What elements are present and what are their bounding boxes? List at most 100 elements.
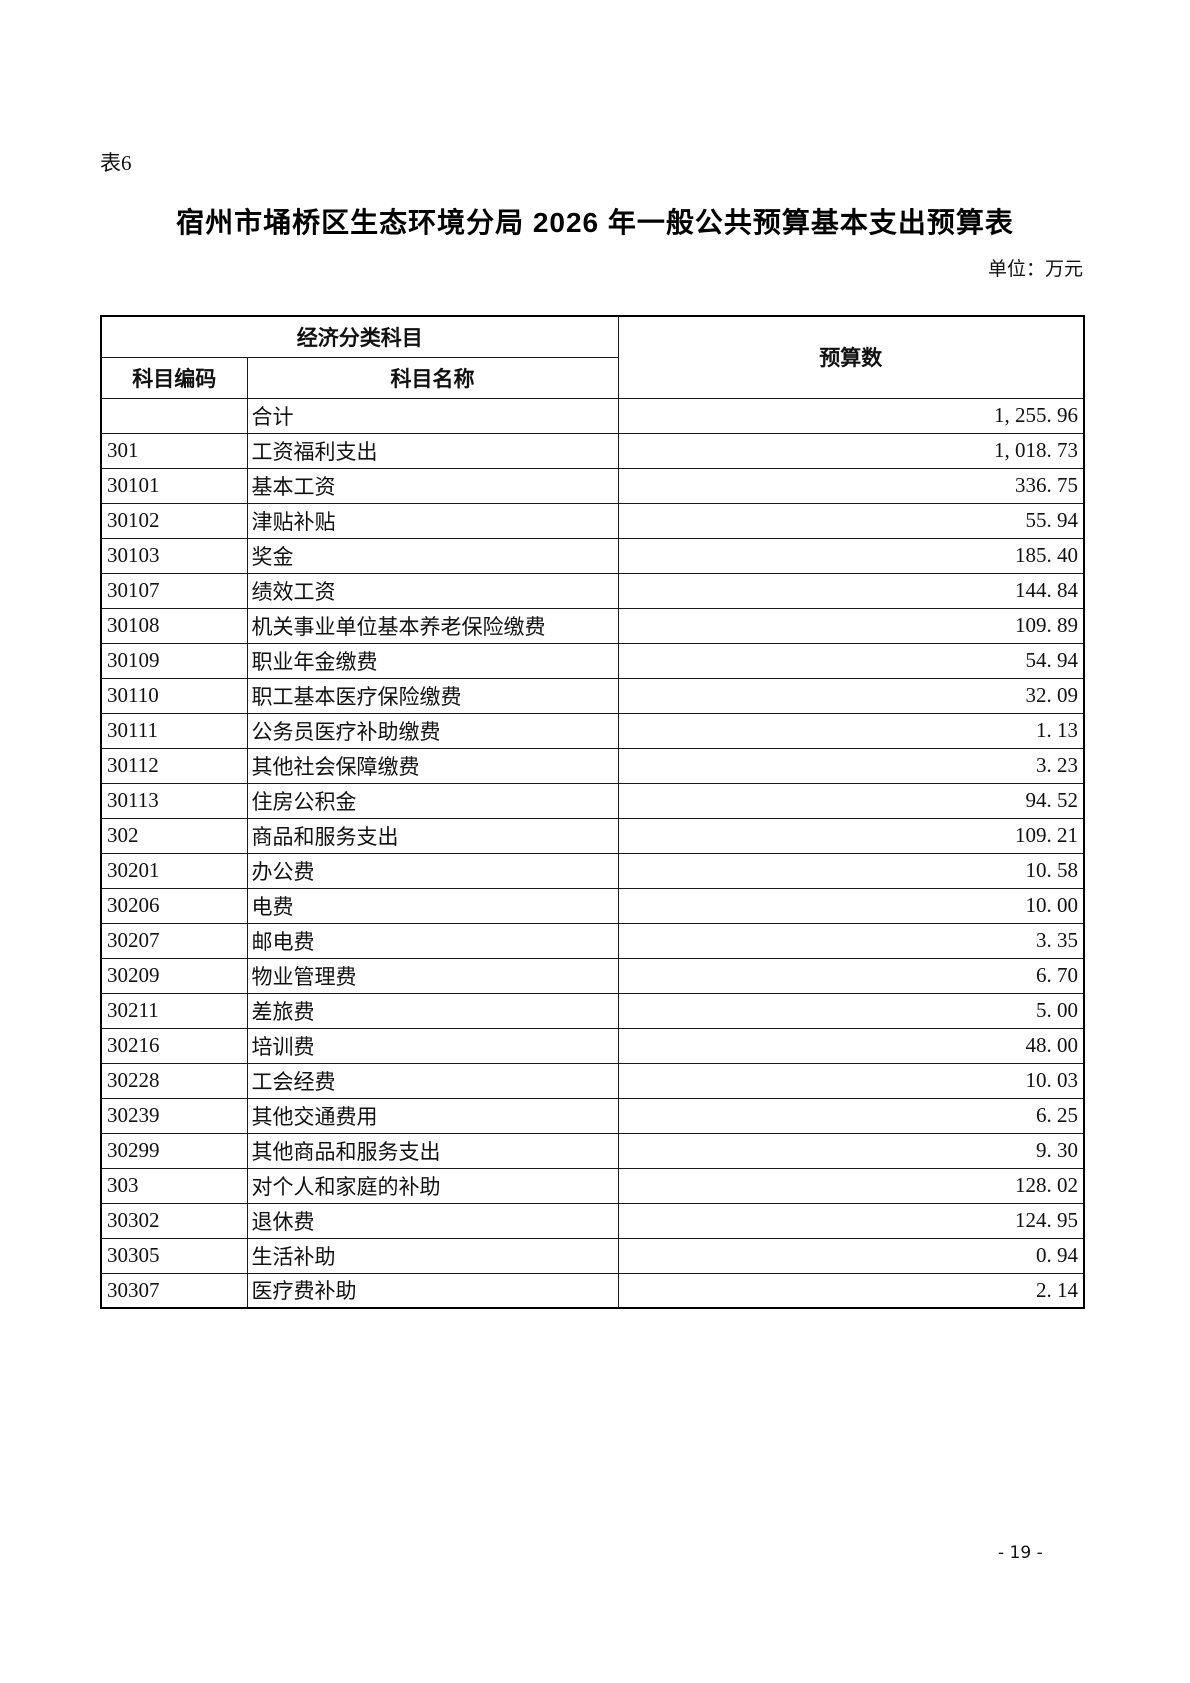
cell-budget-value: 6. 70	[617, 957, 1085, 994]
cell-budget-value: 5. 00	[617, 992, 1085, 1029]
cell-subject-name: 对个人和家庭的补助	[246, 1167, 619, 1204]
cell-subject-name: 办公费	[246, 852, 619, 889]
table-row: 301 工资福利支出 1, 018. 73	[100, 432, 1085, 469]
cell-budget-value: 10. 00	[617, 887, 1085, 924]
cell-budget-value: 1. 13	[617, 712, 1085, 749]
table-row: 30305 生活补助 0. 94	[100, 1237, 1085, 1274]
unit-note: 单位：万元	[987, 259, 1083, 280]
cell-budget-value: 9. 30	[617, 1132, 1085, 1169]
cell-subject-name: 医疗费补助	[246, 1272, 619, 1309]
table-row: 30216 培训费 48. 00	[100, 1027, 1085, 1064]
table-row: 30103 奖金 185. 40	[100, 537, 1085, 574]
cell-subject-code: 30209	[100, 957, 248, 994]
cell-subject-code: 30111	[100, 712, 248, 749]
cell-subject-code: 30299	[100, 1132, 248, 1169]
table-row: 30107 绩效工资 144. 84	[100, 572, 1085, 609]
cell-subject-code: 30108	[100, 607, 248, 644]
cell-budget-value: 32. 09	[617, 677, 1085, 714]
cell-subject-code: 30206	[100, 887, 248, 924]
cell-budget-value: 54. 94	[617, 642, 1085, 679]
cell-budget-value: 10. 58	[617, 852, 1085, 889]
header-budget-amount: 预算数	[617, 315, 1085, 399]
table-row: 30112 其他社会保障缴费 3. 23	[100, 747, 1085, 784]
cell-subject-code: 30228	[100, 1062, 248, 1099]
cell-subject-code: 30307	[100, 1272, 248, 1309]
cell-subject-name: 生活补助	[246, 1237, 619, 1274]
cell-subject-name: 工会经费	[246, 1062, 619, 1099]
table-row: 30207 邮电费 3. 35	[100, 922, 1085, 959]
header-subject-code: 科目编码	[100, 356, 248, 399]
cell-subject-code: 30109	[100, 642, 248, 679]
cell-subject-name: 基本工资	[246, 467, 619, 504]
cell-subject-name: 退休费	[246, 1202, 619, 1239]
cell-subject-code: 30113	[100, 782, 248, 819]
header-subject-name: 科目名称	[246, 356, 619, 399]
table-row: 30209 物业管理费 6. 70	[100, 957, 1085, 994]
table-row: 30228 工会经费 10. 03	[100, 1062, 1085, 1099]
table-row: 30206 电费 10. 00	[100, 887, 1085, 924]
cell-subject-name: 差旅费	[246, 992, 619, 1029]
cell-budget-value: 55. 94	[617, 502, 1085, 539]
cell-budget-value: 128. 02	[617, 1167, 1085, 1204]
table-row: 30109 职业年金缴费 54. 94	[100, 642, 1085, 679]
cell-subject-name: 邮电费	[246, 922, 619, 959]
cell-subject-name: 职业年金缴费	[246, 642, 619, 679]
cell-subject-code: 30207	[100, 922, 248, 959]
cell-subject-name: 奖金	[246, 537, 619, 574]
table-row: 30302 退休费 124. 95	[100, 1202, 1085, 1239]
cell-budget-value: 6. 25	[617, 1097, 1085, 1134]
cell-subject-code: 30101	[100, 467, 248, 504]
cell-subject-code: 30110	[100, 677, 248, 714]
table-row: 30211 差旅费 5. 00	[100, 992, 1085, 1029]
table-row: 302 商品和服务支出 109. 21	[100, 817, 1085, 854]
budget-table: 经济分类科目 预算数 科目编码 科目名称 合计 1, 255. 96 301 工…	[100, 315, 1085, 1309]
cell-subject-name: 培训费	[246, 1027, 619, 1064]
table-row: 30201 办公费 10. 58	[100, 852, 1085, 889]
cell-subject-name: 其他商品和服务支出	[246, 1132, 619, 1169]
cell-subject-code: 30102	[100, 502, 248, 539]
cell-budget-value: 94. 52	[617, 782, 1085, 819]
cell-subject-code: 30302	[100, 1202, 248, 1239]
table-row: 30101 基本工资 336. 75	[100, 467, 1085, 504]
cell-budget-value: 2. 14	[617, 1272, 1085, 1309]
cell-budget-value: 109. 21	[617, 817, 1085, 854]
cell-budget-value: 185. 40	[617, 537, 1085, 574]
cell-budget-value: 1, 018. 73	[617, 432, 1085, 469]
cell-budget-value: 124. 95	[617, 1202, 1085, 1239]
cell-subject-code: 30211	[100, 992, 248, 1029]
cell-budget-value: 144. 84	[617, 572, 1085, 609]
cell-subject-name: 其他交通费用	[246, 1097, 619, 1134]
cell-subject-name: 津贴补贴	[246, 502, 619, 539]
cell-budget-value: 3. 23	[617, 747, 1085, 784]
table-row: 30239 其他交通费用 6. 25	[100, 1097, 1085, 1134]
cell-budget-value: 48. 00	[617, 1027, 1085, 1064]
header-economic-classification: 经济分类科目	[100, 315, 619, 358]
cell-subject-name: 工资福利支出	[246, 432, 619, 469]
cell-budget-value: 3. 35	[617, 922, 1085, 959]
table-label: 表6	[100, 151, 132, 175]
table-row: 30307 医疗费补助 2. 14	[100, 1272, 1085, 1309]
cell-budget-value: 336. 75	[617, 467, 1085, 504]
table-row: 30110 职工基本医疗保险缴费 32. 09	[100, 677, 1085, 714]
cell-subject-code: 30239	[100, 1097, 248, 1134]
cell-subject-code: 30107	[100, 572, 248, 609]
cell-subject-name: 商品和服务支出	[246, 817, 619, 854]
cell-subject-code: 30216	[100, 1027, 248, 1064]
table-body: 合计 1, 255. 96 301 工资福利支出 1, 018. 73 3010…	[100, 397, 1085, 1309]
cell-subject-code: 30201	[100, 852, 248, 889]
table-header: 经济分类科目 预算数 科目编码 科目名称	[100, 315, 1085, 399]
cell-subject-name: 绩效工资	[246, 572, 619, 609]
table-row: 30111 公务员医疗补助缴费 1. 13	[100, 712, 1085, 749]
cell-subject-code: 301	[100, 432, 248, 469]
header-row-columns: 科目编码 科目名称	[100, 356, 1084, 399]
page-title: 宿州市埇桥区生态环境分局 2026 年一般公共预算基本支出预算表	[176, 207, 1014, 238]
cell-budget-value: 0. 94	[617, 1237, 1085, 1274]
page-number: - 19 -	[998, 1543, 1043, 1563]
cell-subject-name: 电费	[246, 887, 619, 924]
cell-subject-code: 30112	[100, 747, 248, 784]
cell-subject-name: 机关事业单位基本养老保险缴费	[246, 607, 619, 644]
cell-subject-code	[100, 397, 248, 434]
cell-subject-code: 303	[100, 1167, 248, 1204]
cell-subject-name: 公务员医疗补助缴费	[246, 712, 619, 749]
table-row: 30108 机关事业单位基本养老保险缴费 109. 89	[100, 607, 1085, 644]
